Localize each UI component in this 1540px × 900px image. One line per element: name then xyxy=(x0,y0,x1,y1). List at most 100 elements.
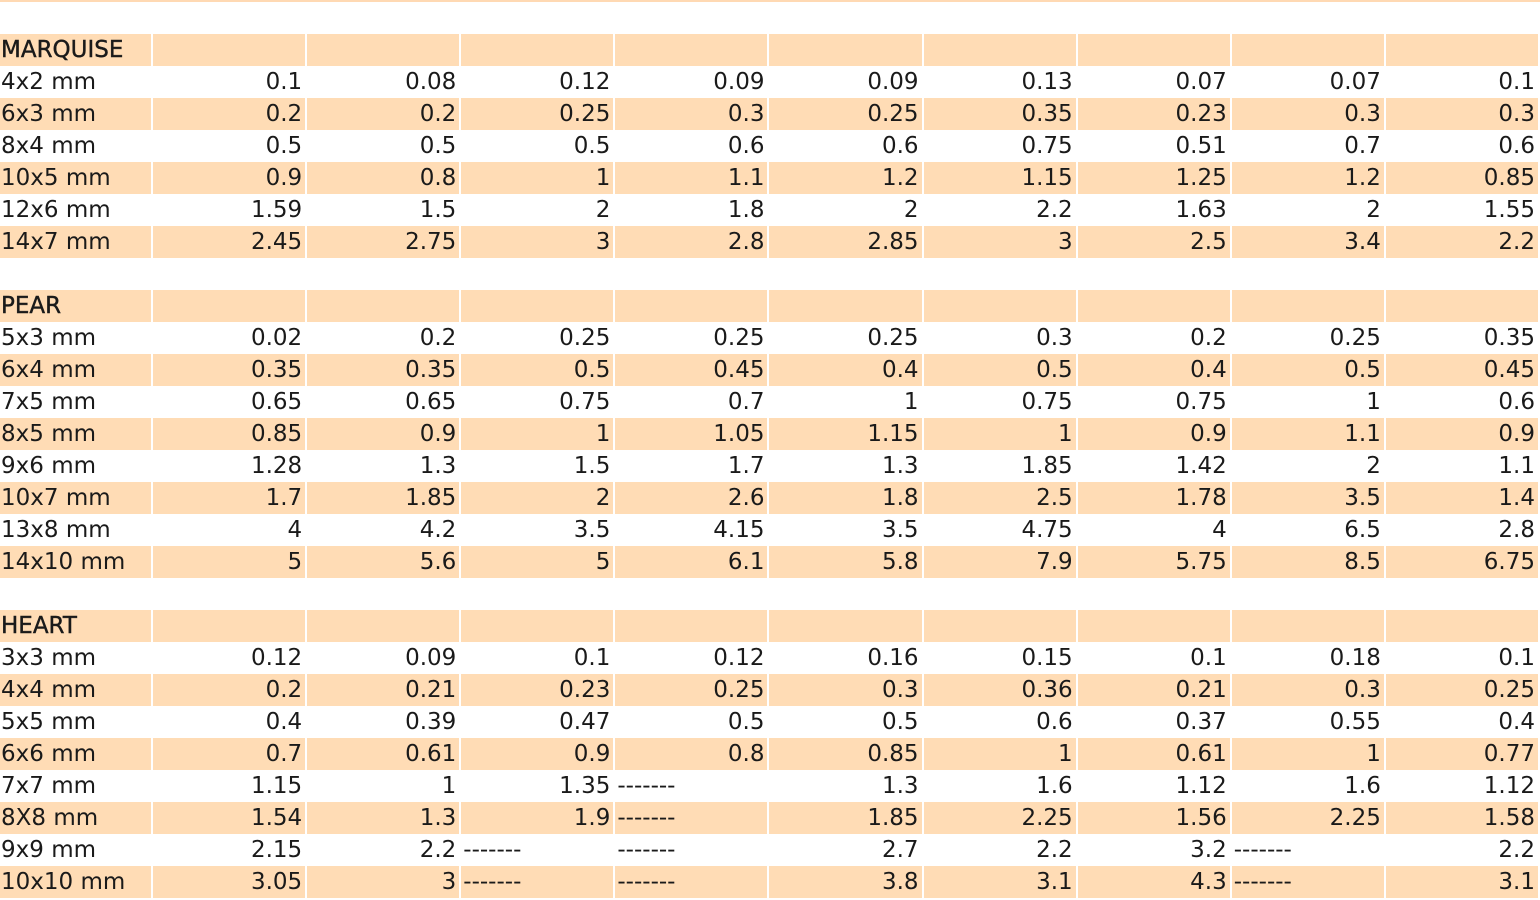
empty-cell[interactable] xyxy=(152,578,308,610)
value-cell[interactable]: 1 xyxy=(460,418,616,450)
value-cell[interactable]: 0.9 xyxy=(460,738,616,770)
value-cell[interactable]: ------- xyxy=(614,770,770,802)
value-cell[interactable]: 2.85 xyxy=(768,226,924,258)
value-cell[interactable]: 0.2 xyxy=(152,674,308,706)
value-cell[interactable]: 2.5 xyxy=(1076,226,1232,258)
value-cell[interactable]: 0.85 xyxy=(152,418,308,450)
value-cell[interactable]: 0.25 xyxy=(768,322,924,354)
value-cell[interactable]: 3.05 xyxy=(152,866,308,898)
value-cell[interactable]: 1.85 xyxy=(768,802,924,834)
value-cell[interactable]: 0.75 xyxy=(922,130,1078,162)
empty-cell[interactable] xyxy=(306,2,462,34)
value-cell[interactable]: 1.3 xyxy=(306,802,462,834)
value-cell[interactable]: 2.25 xyxy=(1230,802,1386,834)
size-cell[interactable]: 4x2 mm xyxy=(0,66,154,98)
value-cell[interactable]: 0.4 xyxy=(768,354,924,386)
value-cell[interactable]: 0.6 xyxy=(1384,386,1540,418)
value-cell[interactable]: 1.5 xyxy=(460,450,616,482)
value-cell[interactable]: 1 xyxy=(460,162,616,194)
value-cell[interactable]: 0.36 xyxy=(922,674,1078,706)
value-cell[interactable]: 1.28 xyxy=(152,450,308,482)
value-cell[interactable]: 0.6 xyxy=(768,130,924,162)
value-cell[interactable]: 2.2 xyxy=(1384,834,1540,866)
value-cell[interactable]: 0.75 xyxy=(460,386,616,418)
value-cell[interactable]: 1.55 xyxy=(1384,194,1540,226)
value-cell[interactable]: 6.1 xyxy=(614,546,770,578)
empty-cell[interactable] xyxy=(1230,2,1386,34)
value-cell[interactable]: 0.5 xyxy=(922,354,1078,386)
value-cell[interactable]: 8.5 xyxy=(1230,546,1386,578)
empty-cell[interactable] xyxy=(1230,578,1386,610)
value-cell[interactable]: 1.85 xyxy=(922,450,1078,482)
empty-cell[interactable] xyxy=(1230,34,1386,66)
value-cell[interactable]: 2.2 xyxy=(1384,226,1540,258)
empty-cell[interactable] xyxy=(1230,258,1386,290)
value-cell[interactable]: 0.5 xyxy=(460,130,616,162)
value-cell[interactable]: 0.2 xyxy=(1076,322,1232,354)
value-cell[interactable]: 0.25 xyxy=(614,674,770,706)
value-cell[interactable]: 1 xyxy=(922,418,1078,450)
size-cell[interactable]: 12x6 mm xyxy=(0,194,154,226)
value-cell[interactable]: 0.07 xyxy=(1230,66,1386,98)
empty-cell[interactable] xyxy=(460,290,616,322)
section-title[interactable]: PEAR xyxy=(0,290,154,322)
value-cell[interactable]: 2 xyxy=(460,482,616,514)
value-cell[interactable]: 1.85 xyxy=(306,482,462,514)
value-cell[interactable]: 1.42 xyxy=(1076,450,1232,482)
empty-cell[interactable] xyxy=(152,34,308,66)
value-cell[interactable]: 0.25 xyxy=(1384,674,1540,706)
empty-cell[interactable] xyxy=(1076,34,1232,66)
size-cell[interactable]: 5x3 mm xyxy=(0,322,154,354)
empty-cell[interactable] xyxy=(1384,290,1540,322)
value-cell[interactable]: 1.12 xyxy=(1076,770,1232,802)
value-cell[interactable]: 1.1 xyxy=(614,162,770,194)
value-cell[interactable]: 0.9 xyxy=(1384,418,1540,450)
size-cell[interactable]: 6x4 mm xyxy=(0,354,154,386)
empty-cell[interactable] xyxy=(1384,610,1540,642)
empty-cell[interactable] xyxy=(922,2,1078,34)
size-cell[interactable]: 9x6 mm xyxy=(0,450,154,482)
empty-cell[interactable] xyxy=(1384,258,1540,290)
value-cell[interactable]: 0.77 xyxy=(1384,738,1540,770)
value-cell[interactable]: 0.61 xyxy=(306,738,462,770)
empty-cell[interactable] xyxy=(1076,2,1232,34)
value-cell[interactable]: 0.35 xyxy=(1384,322,1540,354)
value-cell[interactable]: 3.2 xyxy=(1076,834,1232,866)
value-cell[interactable]: 2.15 xyxy=(152,834,308,866)
value-cell[interactable]: 0.15 xyxy=(922,642,1078,674)
empty-cell[interactable] xyxy=(1230,290,1386,322)
value-cell[interactable]: 0.12 xyxy=(614,642,770,674)
value-cell[interactable]: 0.3 xyxy=(1230,674,1386,706)
empty-cell[interactable] xyxy=(768,258,924,290)
size-cell[interactable]: 14x10 mm xyxy=(0,546,154,578)
value-cell[interactable]: 0.85 xyxy=(768,738,924,770)
empty-cell[interactable] xyxy=(614,578,770,610)
value-cell[interactable]: 4.2 xyxy=(306,514,462,546)
value-cell[interactable]: 0.16 xyxy=(768,642,924,674)
value-cell[interactable]: 3.5 xyxy=(768,514,924,546)
empty-cell[interactable] xyxy=(614,290,770,322)
value-cell[interactable]: 1.05 xyxy=(614,418,770,450)
value-cell[interactable]: 0.07 xyxy=(1076,66,1232,98)
value-cell[interactable]: 0.7 xyxy=(614,386,770,418)
empty-cell[interactable] xyxy=(306,34,462,66)
value-cell[interactable]: 4.75 xyxy=(922,514,1078,546)
value-cell[interactable]: 0.1 xyxy=(1076,642,1232,674)
empty-cell[interactable] xyxy=(1076,290,1232,322)
empty-cell[interactable] xyxy=(922,610,1078,642)
value-cell[interactable]: 1.3 xyxy=(768,450,924,482)
empty-cell[interactable] xyxy=(460,34,616,66)
value-cell[interactable]: 3 xyxy=(922,226,1078,258)
value-cell[interactable]: 0.25 xyxy=(614,322,770,354)
value-cell[interactable]: 0.3 xyxy=(768,674,924,706)
size-cell[interactable]: 3x3 mm xyxy=(0,642,154,674)
size-cell[interactable]: 7x5 mm xyxy=(0,386,154,418)
value-cell[interactable]: 0.23 xyxy=(1076,98,1232,130)
value-cell[interactable]: 2 xyxy=(768,194,924,226)
value-cell[interactable]: 1.63 xyxy=(1076,194,1232,226)
value-cell[interactable]: 0.09 xyxy=(306,642,462,674)
size-cell[interactable]: 4x4 mm xyxy=(0,674,154,706)
value-cell[interactable]: 1.12 xyxy=(1384,770,1540,802)
value-cell[interactable]: 0.35 xyxy=(152,354,308,386)
value-cell[interactable]: 5.8 xyxy=(768,546,924,578)
